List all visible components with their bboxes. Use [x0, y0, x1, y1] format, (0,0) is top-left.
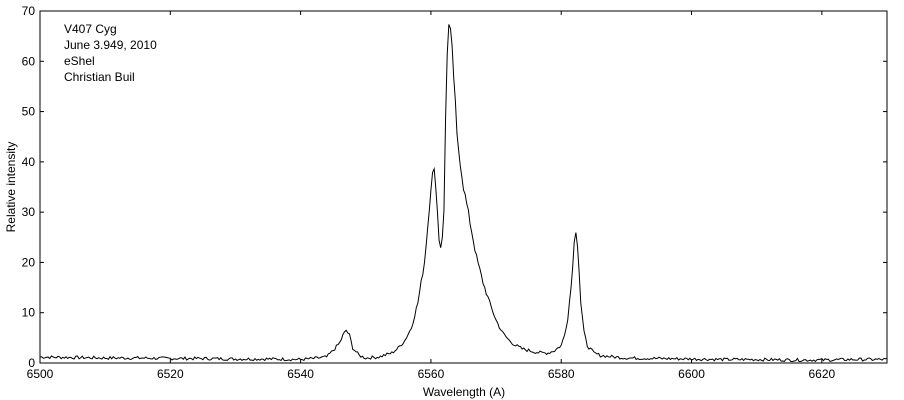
x-tick-label: 6580: [548, 367, 575, 381]
x-axis-label: Wavelength (A): [423, 385, 505, 399]
x-tick-label: 6560: [418, 367, 445, 381]
y-tick-label: 30: [22, 205, 36, 219]
x-tick-label: 6520: [157, 367, 184, 381]
spectrum-series-line: [39, 24, 888, 363]
annotation-date: June 3.949, 2010: [64, 38, 157, 52]
x-tick-label: 6600: [678, 367, 705, 381]
y-axis-ticks: 0 10 20 30 40 50 60 70: [22, 4, 887, 370]
y-tick-label: 50: [22, 105, 36, 119]
y-tick-label: 60: [22, 54, 36, 68]
y-axis-label: Relative intensity: [4, 142, 18, 233]
x-tick-label: 6620: [808, 367, 835, 381]
plot-frame: [39, 10, 888, 364]
y-tick-label: 20: [22, 255, 36, 269]
x-axis-ticks: 6500 6520 6540 6560 6580 6600 6620: [27, 11, 836, 381]
x-tick-label: 6540: [287, 367, 314, 381]
x-tick-label: 6500: [27, 367, 54, 381]
y-tick-label: 70: [22, 4, 36, 18]
y-tick-label: 40: [22, 155, 36, 169]
y-tick-label: 10: [22, 306, 36, 320]
y-tick-label: 0: [28, 356, 35, 370]
annotation-instrument: eShel: [64, 54, 95, 68]
annotation-object: V407 Cyg: [64, 22, 117, 36]
annotation-observer: Christian Buil: [64, 70, 135, 84]
